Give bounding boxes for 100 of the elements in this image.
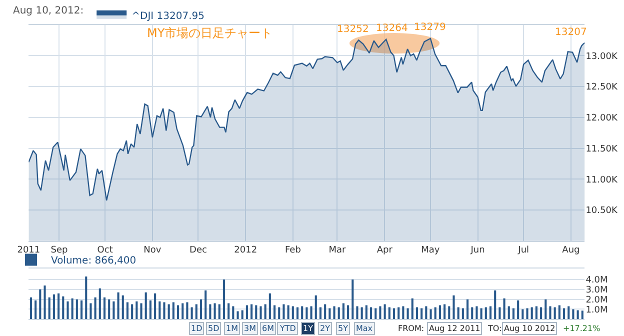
x-tick-label: Aug — [562, 246, 580, 256]
y-tick-label: 11.50K — [586, 144, 618, 154]
legend-title: Aug 10, 2012: — [13, 5, 84, 16]
bar — [352, 280, 354, 320]
annotation: 13264 — [376, 23, 408, 34]
bar — [576, 310, 579, 320]
bar — [255, 305, 258, 320]
legend-label: Volume: 866,400 — [51, 256, 136, 267]
bar — [420, 308, 423, 320]
text: Aug 10 2012 — [504, 324, 556, 333]
text: 5D — [208, 324, 220, 333]
bar — [430, 309, 432, 320]
bar — [94, 297, 96, 320]
bar — [535, 306, 538, 320]
bar — [310, 306, 312, 320]
annotation: 13279 — [414, 22, 446, 33]
bar — [457, 307, 460, 320]
bar — [360, 307, 363, 320]
bar — [489, 306, 492, 320]
bar — [278, 307, 280, 320]
bar — [287, 305, 290, 320]
bar — [76, 299, 78, 320]
bar — [112, 301, 115, 320]
bar — [434, 307, 436, 320]
text: FROM: — [398, 324, 424, 333]
bar — [144, 292, 147, 320]
bar — [379, 306, 382, 320]
bar — [374, 308, 377, 320]
bar — [522, 309, 524, 320]
bar — [438, 305, 441, 320]
bar — [108, 299, 110, 320]
bar — [398, 307, 400, 320]
bar — [246, 305, 248, 320]
bar — [218, 304, 220, 320]
x-tick-label: Apr — [376, 246, 393, 256]
bar — [370, 307, 372, 320]
y-tick-label: 13.00K — [586, 52, 618, 62]
bar — [136, 301, 138, 320]
bar — [338, 307, 340, 320]
text: Aug 12 2011 — [429, 324, 480, 333]
text: YTD — [279, 324, 296, 333]
bar — [476, 306, 478, 320]
bar — [264, 304, 266, 320]
bar — [71, 298, 74, 320]
y-tick-label: 3.0M — [586, 286, 608, 296]
y-tick-label: 12.00K — [586, 114, 618, 124]
bar — [90, 303, 92, 320]
bar — [526, 308, 528, 320]
bar — [306, 307, 308, 320]
bar — [296, 307, 299, 320]
bar — [503, 298, 506, 320]
bar — [466, 299, 469, 320]
y-tick-label: 4.0M — [586, 276, 608, 286]
x-tick-label: May — [421, 246, 440, 256]
annotation: 13207 — [555, 27, 587, 38]
bar — [98, 288, 101, 320]
bar — [388, 307, 390, 320]
bar — [448, 306, 450, 320]
bar — [406, 308, 409, 320]
text: 6M — [262, 324, 274, 333]
annotation: MY市場の日足チャート — [147, 26, 273, 40]
bar — [498, 307, 501, 320]
text: 2Y — [320, 324, 330, 333]
annotation: 13252 — [337, 24, 369, 35]
bar — [168, 304, 170, 320]
bar — [365, 305, 368, 320]
bar — [140, 303, 142, 320]
bar — [494, 290, 496, 320]
bar — [204, 290, 207, 320]
y-tick-label: 12.50K — [586, 82, 618, 93]
bar — [416, 307, 418, 320]
bar — [411, 298, 414, 320]
x-tick-label: 2011 — [17, 246, 40, 256]
text: Max — [356, 324, 373, 333]
bar — [34, 300, 37, 320]
text: 5Y — [338, 324, 348, 333]
bar — [149, 300, 152, 320]
bar — [195, 304, 198, 320]
bar — [581, 310, 584, 320]
bar — [214, 303, 216, 320]
bar — [200, 299, 202, 320]
bar — [190, 307, 193, 320]
bar — [549, 306, 552, 320]
y-tick-label: 2.0M — [586, 295, 608, 306]
x-tick-label: Sep — [50, 246, 68, 256]
bar — [292, 306, 294, 320]
bar — [530, 307, 533, 320]
bar — [282, 304, 285, 320]
bar — [462, 308, 464, 320]
x-tick-label: Dec — [190, 246, 207, 256]
bar — [301, 306, 304, 320]
text: 1M — [226, 324, 238, 333]
bar — [154, 293, 156, 320]
bar — [572, 309, 574, 320]
x-tick-label: Jun — [470, 246, 485, 256]
bar — [236, 311, 239, 320]
bar — [250, 304, 253, 320]
bar — [52, 294, 55, 320]
bar — [222, 280, 226, 320]
bar — [558, 305, 560, 320]
